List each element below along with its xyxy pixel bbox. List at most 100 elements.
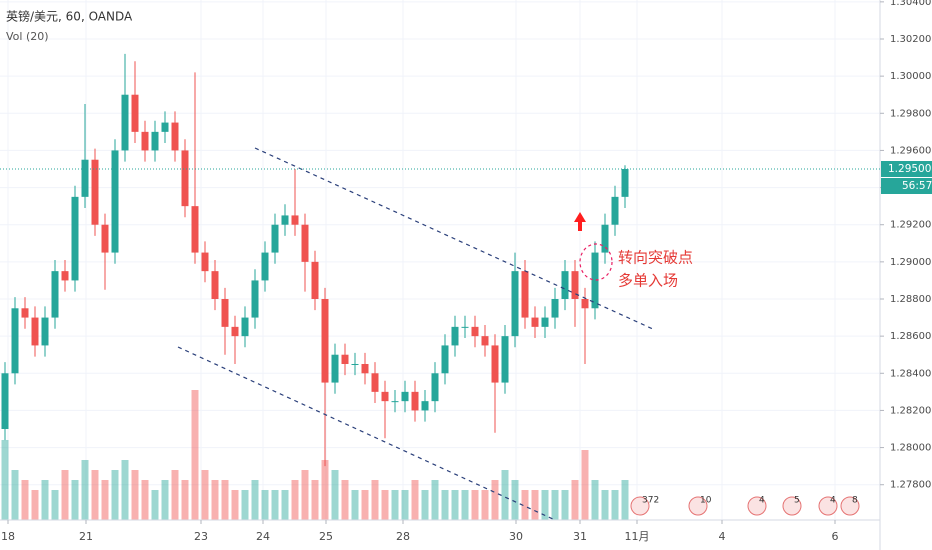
volume-bar <box>461 490 469 520</box>
volume-bar <box>101 480 109 520</box>
candle-body <box>461 326 469 328</box>
y-tick-label: 1.29200 <box>890 220 931 231</box>
candle-body <box>491 345 499 383</box>
volume-bar <box>351 490 359 520</box>
candle-body <box>161 122 169 132</box>
highlight-circle <box>579 243 613 281</box>
candle-body <box>531 317 539 327</box>
volume-bar <box>371 480 379 520</box>
candle-body <box>521 271 529 318</box>
volume-bar <box>541 490 549 520</box>
countdown-label: 56:57 <box>902 180 932 192</box>
volume-bar <box>121 460 129 520</box>
y-tick-label: 1.29800 <box>890 108 931 119</box>
volume-bar <box>21 480 29 520</box>
volume-bar <box>91 470 99 520</box>
candle-body <box>261 252 269 281</box>
x-tick-label: 28 <box>396 530 410 543</box>
candle-body <box>501 336 509 383</box>
event-label: 10 <box>700 496 712 506</box>
volume-bar <box>451 490 459 520</box>
candle-body <box>251 280 259 318</box>
volume-bar <box>441 490 449 520</box>
candle-body <box>571 271 579 299</box>
candle-body <box>451 326 459 346</box>
volume-bar <box>11 470 19 520</box>
candle-body <box>471 326 479 337</box>
candle-body <box>481 336 489 346</box>
candle-body <box>291 215 299 225</box>
volume-bar <box>191 390 199 520</box>
countdown-box <box>881 178 932 194</box>
candle-body <box>511 271 519 337</box>
candle-body <box>201 252 209 272</box>
volume-bar <box>201 470 209 520</box>
candle-body <box>111 150 119 253</box>
volume-bar <box>161 480 169 520</box>
candle-body <box>441 345 449 374</box>
volume-bar <box>311 480 319 520</box>
volume-bar <box>261 490 269 520</box>
volume-bar <box>171 470 179 520</box>
volume-bar <box>591 480 599 520</box>
volume-bar <box>501 470 509 520</box>
volume-bar <box>301 470 309 520</box>
volume-bar <box>341 480 349 520</box>
candle-body <box>81 159 89 197</box>
x-tick-label: 30 <box>509 530 523 543</box>
y-tick-label: 1.28800 <box>890 294 931 305</box>
candle-body <box>171 122 179 151</box>
annotation: 多单入场 <box>618 272 678 290</box>
candle-body <box>51 271 59 318</box>
candle-body <box>331 354 339 383</box>
candle-body <box>91 159 99 225</box>
candle-body <box>431 373 439 402</box>
volume-bar <box>561 490 569 520</box>
volume-bar <box>421 490 429 520</box>
volume-bar <box>601 490 609 520</box>
event-label: 8 <box>852 496 858 506</box>
volume-bar <box>111 470 119 520</box>
candle-body <box>231 326 239 337</box>
candle-body <box>281 215 289 225</box>
candle-body <box>141 131 149 151</box>
event-icon <box>688 496 708 516</box>
candle-body <box>361 364 369 374</box>
volume-bar <box>411 480 419 520</box>
candle-body <box>31 317 39 346</box>
volume-bar <box>61 470 69 520</box>
candle-body <box>1 373 9 429</box>
y-tick-label: 1.28400 <box>890 368 931 379</box>
volume-bar <box>81 460 89 520</box>
candle-body <box>61 271 69 281</box>
candle-layer <box>1 53 629 467</box>
volume-bar <box>211 480 219 520</box>
event-icon <box>747 496 767 516</box>
event-label: 372 <box>642 496 659 506</box>
volume-bar <box>251 480 259 520</box>
event-label: 4 <box>830 496 836 506</box>
candle-body <box>341 354 349 364</box>
x-tick-label: 23 <box>194 530 208 543</box>
candle-body <box>561 271 569 299</box>
candle-body <box>381 391 389 402</box>
candle-body <box>591 252 599 309</box>
volume-bar <box>471 490 479 520</box>
candle-body <box>151 131 159 151</box>
volume-bar <box>1 440 9 520</box>
volume-bar <box>141 480 149 520</box>
last-price-label: 1.29500 <box>888 163 931 175</box>
volume-bar <box>571 480 579 520</box>
candle-body <box>551 299 559 318</box>
volume-bar <box>31 490 39 520</box>
candle-body <box>101 224 109 253</box>
x-tick-label: 18 <box>1 530 15 543</box>
candle-body <box>621 169 629 197</box>
volume-bar <box>331 470 339 520</box>
y-tick-label: 1.28200 <box>890 405 931 416</box>
volume-bar <box>491 480 499 520</box>
y-tick-label: 1.28000 <box>890 443 931 454</box>
